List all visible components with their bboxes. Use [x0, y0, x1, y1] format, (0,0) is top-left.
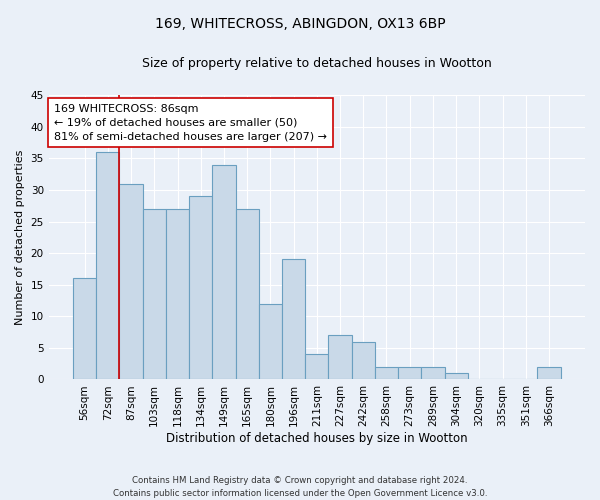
Bar	[538, 367, 560, 380]
X-axis label: Distribution of detached houses by size in Wootton: Distribution of detached houses by size …	[166, 432, 467, 445]
Text: Contains HM Land Registry data © Crown copyright and database right 2024.
Contai: Contains HM Land Registry data © Crown c…	[113, 476, 487, 498]
Bar	[259, 304, 282, 380]
Bar	[189, 196, 212, 380]
Bar	[352, 342, 375, 380]
Bar	[73, 278, 96, 380]
Bar	[96, 152, 119, 380]
Bar	[445, 373, 468, 380]
Text: 169, WHITECROSS, ABINGDON, OX13 6BP: 169, WHITECROSS, ABINGDON, OX13 6BP	[155, 18, 445, 32]
Y-axis label: Number of detached properties: Number of detached properties	[15, 150, 25, 325]
Bar	[236, 209, 259, 380]
Bar	[375, 367, 398, 380]
Text: 169 WHITECROSS: 86sqm
← 19% of detached houses are smaller (50)
81% of semi-deta: 169 WHITECROSS: 86sqm ← 19% of detached …	[54, 104, 327, 142]
Title: Size of property relative to detached houses in Wootton: Size of property relative to detached ho…	[142, 58, 492, 70]
Bar	[328, 336, 352, 380]
Bar	[143, 209, 166, 380]
Bar	[398, 367, 421, 380]
Bar	[212, 164, 236, 380]
Bar	[305, 354, 328, 380]
Bar	[282, 260, 305, 380]
Bar	[119, 184, 143, 380]
Bar	[421, 367, 445, 380]
Bar	[166, 209, 189, 380]
